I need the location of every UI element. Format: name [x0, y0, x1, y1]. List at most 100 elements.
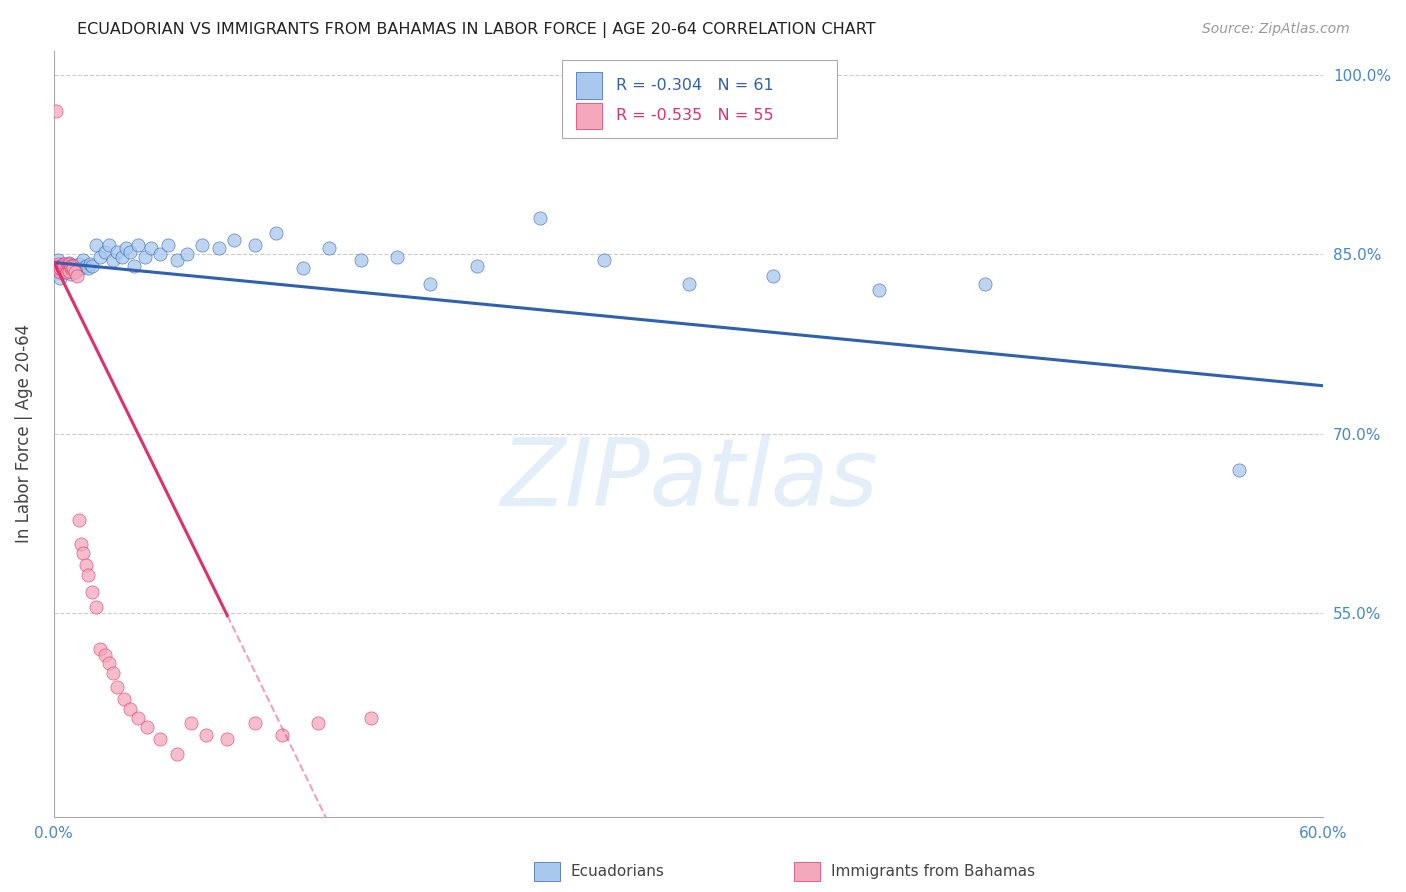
Point [118, 702, 141, 716]
Point [45, 259, 67, 273]
Point [678, 277, 700, 291]
Point [112, 692, 135, 706]
Point [45, 259, 67, 273]
Point [46, 259, 69, 273]
Point [58, 255, 80, 269]
Text: ZIPatlas: ZIPatlas [499, 434, 877, 525]
Point [51, 259, 73, 273]
Point [465, 259, 488, 273]
Point [973, 277, 995, 291]
Point [141, 241, 163, 255]
Point [59, 261, 82, 276]
Point [149, 731, 172, 746]
Point [122, 259, 145, 273]
Point [149, 247, 172, 261]
Point [46, 265, 69, 279]
Point [105, 681, 128, 695]
Text: Source: ZipAtlas.com: Source: ZipAtlas.com [1202, 22, 1350, 37]
Point [62, 261, 84, 276]
Point [63, 261, 86, 276]
Point [49, 265, 72, 279]
Point [49, 261, 72, 276]
Point [59, 259, 82, 273]
Point [46, 261, 69, 276]
Point [166, 747, 188, 762]
Point [80, 259, 103, 273]
Point [84, 237, 107, 252]
Point [118, 244, 141, 259]
Point [55, 261, 77, 276]
Point [66, 259, 89, 273]
Point [97, 657, 120, 671]
Point [217, 731, 239, 746]
Point [93, 648, 115, 662]
Point [58, 261, 80, 276]
Point [63, 265, 86, 279]
Point [59, 259, 82, 273]
Point [75, 558, 97, 573]
Point [271, 728, 294, 742]
Point [84, 600, 107, 615]
Point [191, 237, 214, 252]
Point [79, 257, 101, 271]
Point [63, 265, 86, 279]
Point [46, 257, 69, 271]
Point [318, 241, 340, 255]
Point [45, 103, 67, 118]
Point [53, 265, 76, 279]
Point [135, 720, 157, 734]
Point [349, 253, 371, 268]
Point [419, 277, 441, 291]
Point [72, 546, 94, 560]
Point [51, 257, 73, 271]
Point [110, 250, 132, 264]
Point [264, 226, 287, 240]
Point [53, 259, 76, 273]
Point [762, 268, 785, 283]
Point [51, 265, 73, 279]
Point [49, 259, 72, 273]
Point [58, 259, 80, 273]
Point [208, 241, 231, 255]
Point [157, 237, 180, 252]
Point [97, 237, 120, 252]
Point [307, 716, 329, 731]
Point [114, 241, 136, 255]
Point [53, 259, 76, 273]
Text: ECUADORIAN VS IMMIGRANTS FROM BAHAMAS IN LABOR FORCE | AGE 20-64 CORRELATION CHA: ECUADORIAN VS IMMIGRANTS FROM BAHAMAS IN… [77, 22, 876, 38]
Y-axis label: In Labor Force | Age 20-64: In Labor Force | Age 20-64 [15, 324, 32, 543]
Point [76, 261, 98, 276]
Point [80, 584, 103, 599]
Point [62, 259, 84, 273]
Point [53, 257, 76, 271]
Point [55, 259, 77, 273]
Point [868, 283, 890, 297]
Point [195, 728, 218, 742]
Point [176, 247, 198, 261]
Point [70, 261, 93, 276]
Text: R = -0.304   N = 61: R = -0.304 N = 61 [616, 78, 773, 93]
Point [243, 237, 266, 252]
Point [55, 261, 77, 276]
Point [166, 253, 188, 268]
Point [46, 253, 69, 268]
Point [67, 513, 90, 527]
Point [55, 265, 77, 279]
Point [1227, 462, 1250, 476]
Point [49, 271, 72, 285]
Point [105, 244, 128, 259]
Point [51, 259, 73, 273]
Point [53, 259, 76, 273]
Point [70, 537, 93, 551]
Point [75, 259, 97, 273]
Point [62, 259, 84, 273]
Point [58, 259, 80, 273]
Point [360, 711, 382, 725]
Point [72, 253, 94, 268]
Point [49, 261, 72, 276]
Point [127, 711, 149, 725]
Point [101, 665, 124, 680]
Point [89, 250, 111, 264]
Point [243, 716, 266, 731]
Point [58, 257, 80, 271]
